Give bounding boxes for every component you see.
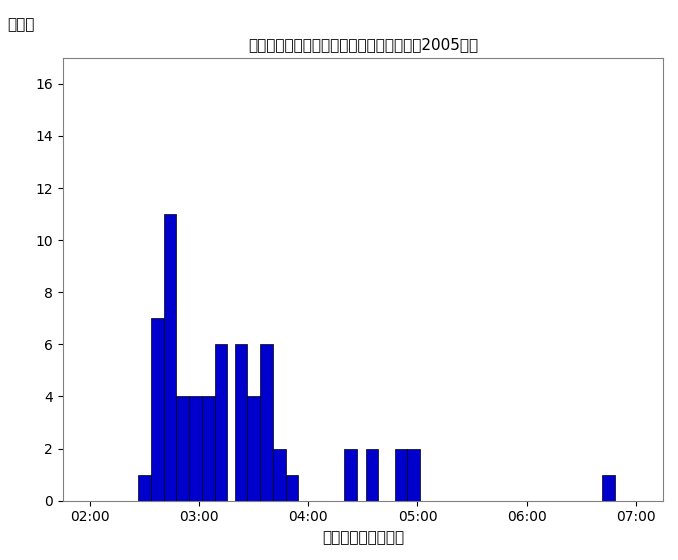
- Text: 歌手数: 歌手数: [7, 17, 34, 32]
- Bar: [273, 449, 285, 501]
- Bar: [285, 475, 298, 501]
- Bar: [260, 344, 273, 501]
- Bar: [395, 449, 407, 501]
- Bar: [164, 214, 176, 501]
- Bar: [407, 449, 420, 501]
- Title: パフォーマンス時間ごとの歌手数の分布（2005年）: パフォーマンス時間ごとの歌手数の分布（2005年）: [248, 38, 478, 53]
- Bar: [602, 475, 615, 501]
- Bar: [138, 475, 151, 501]
- Bar: [215, 344, 227, 501]
- X-axis label: パフォーマンス時間: パフォーマンス時間: [322, 530, 404, 545]
- Bar: [151, 318, 164, 501]
- Bar: [365, 449, 378, 501]
- Bar: [235, 344, 247, 501]
- Bar: [344, 449, 357, 501]
- Bar: [247, 396, 260, 501]
- Bar: [189, 396, 202, 501]
- Bar: [176, 396, 189, 501]
- Bar: [202, 396, 215, 501]
